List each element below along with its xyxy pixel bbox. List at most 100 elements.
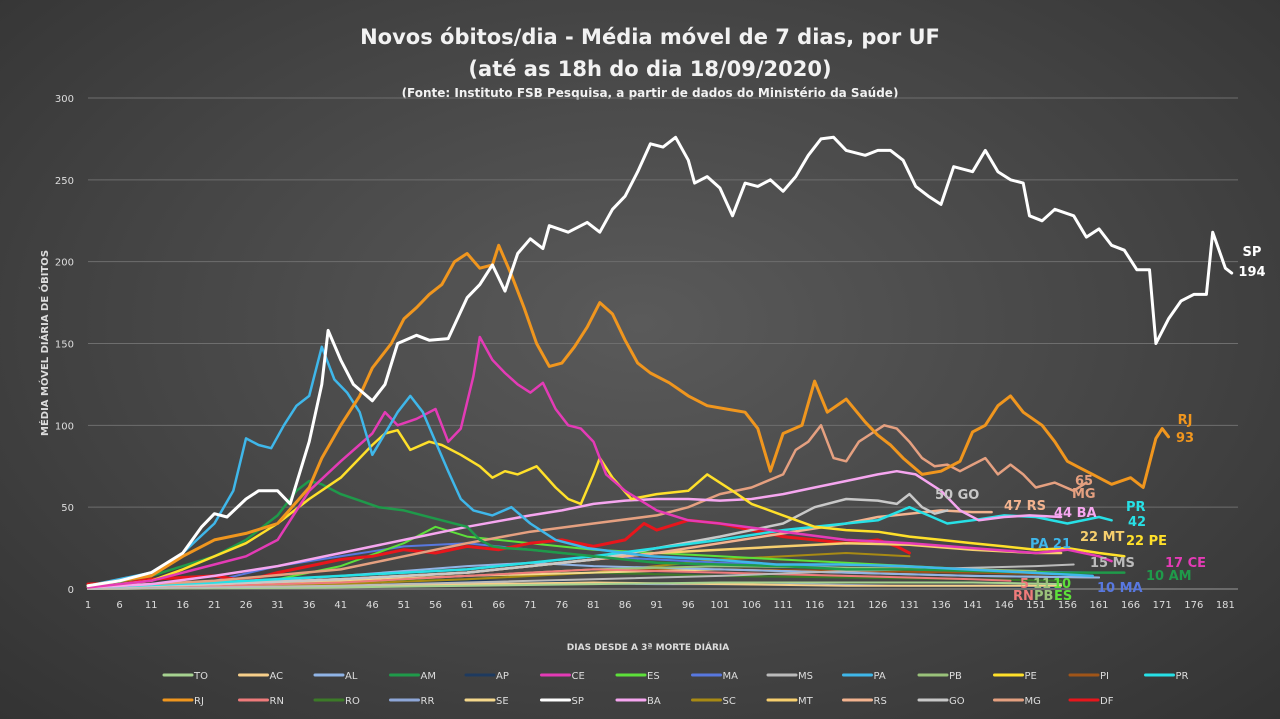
series-line-rj: [86, 243, 1170, 588]
x-tick-label: 121: [837, 600, 856, 611]
legend-label: AL: [345, 671, 358, 682]
series-line-sp: [86, 135, 1234, 588]
series-line-ms: [87, 563, 1075, 590]
x-tick-label: 131: [900, 600, 919, 611]
y-axis-ticks: 0 50 100 150 200 250 300: [55, 94, 74, 596]
end-label-sp: 194: [1238, 265, 1265, 280]
x-tick-label: 111: [774, 600, 793, 611]
end-label-sp: SP: [1243, 245, 1262, 260]
end-label-mt: 22 MT: [1080, 530, 1125, 545]
x-tick-label: 46: [366, 600, 379, 611]
end-label-pb: 11: [1033, 577, 1051, 592]
end-label-ma: 10 MA: [1097, 581, 1143, 596]
x-tick-label: 26: [240, 600, 253, 611]
end-label-ce: 17 CE: [1165, 556, 1206, 571]
legend-label: PA: [874, 671, 886, 682]
end-label-mg: 65: [1075, 474, 1093, 489]
x-tick-label: 176: [1184, 600, 1203, 611]
legend-label: SE: [496, 696, 509, 707]
legend-label: RN: [270, 696, 284, 707]
legend-label: CE: [572, 671, 585, 682]
legend-label: AC: [270, 671, 284, 682]
legend-label: PI: [1100, 671, 1109, 682]
legend-label: AM: [421, 671, 436, 682]
x-tick-label: 96: [682, 600, 695, 611]
series-line-mg: [86, 424, 1088, 589]
x-tick-label: 31: [271, 600, 284, 611]
series-line-pr: [86, 505, 1113, 589]
end-label-pr: 42: [1128, 515, 1146, 530]
chart-title: Novos óbitos/dia - Média móvel de 7 dias…: [360, 25, 940, 49]
legend-label: SP: [572, 696, 584, 707]
end-label-pb: PB: [1034, 589, 1053, 604]
legend-label: SC: [723, 696, 736, 707]
end-label-rn: 5: [1020, 577, 1029, 592]
legend-label: DF: [1100, 696, 1114, 707]
x-tick-label: 151: [1026, 600, 1045, 611]
x-tick-label: 11: [145, 600, 158, 611]
x-tick-label: 6: [116, 600, 122, 611]
x-tick-label: 36: [303, 600, 316, 611]
legend-label: PR: [1176, 671, 1189, 682]
series-line-rn: [87, 568, 1012, 590]
y-tick-label: 50: [61, 503, 74, 514]
legend-label: RO: [345, 696, 360, 707]
x-tick-label: 56: [429, 600, 442, 611]
x-tick-label: 81: [587, 600, 600, 611]
end-label-ms: 15 MS: [1090, 556, 1135, 571]
x-tick-label: 91: [650, 600, 663, 611]
series-lines: [86, 135, 1234, 590]
legend-label: MA: [723, 671, 739, 682]
x-tick-label: 161: [1089, 600, 1108, 611]
series-line-ba: [86, 469, 1063, 589]
y-tick-label: 200: [55, 258, 74, 269]
end-label-rj: 93: [1176, 431, 1194, 446]
x-tick-label: 116: [805, 600, 824, 611]
chart-source: (Fonte: Instituto FSB Pesquisa, a partir…: [402, 86, 899, 100]
legend-label: MT: [798, 696, 814, 707]
legend-label: GO: [949, 696, 965, 707]
y-tick-label: 150: [55, 340, 74, 351]
end-label-es: 10: [1053, 577, 1071, 592]
end-label-rn: RN: [1013, 589, 1034, 604]
end-label-go: 50 GO: [935, 488, 979, 503]
x-tick-label: 21: [208, 600, 221, 611]
end-label-am: 10 AM: [1146, 569, 1192, 584]
x-tick-label: 126: [868, 600, 887, 611]
x-tick-label: 166: [1121, 600, 1140, 611]
legend-label: BA: [647, 696, 661, 707]
y-tick-label: 0: [68, 585, 74, 596]
x-tick-label: 106: [742, 600, 761, 611]
legend-label: RR: [421, 696, 435, 707]
y-tick-label: 300: [55, 94, 74, 105]
x-tick-label: 181: [1216, 600, 1235, 611]
legend-label: RJ: [194, 696, 204, 707]
end-label-pr: PR: [1126, 500, 1146, 515]
legend-label: ES: [647, 671, 660, 682]
y-tick-label: 100: [55, 421, 74, 432]
x-tick-label: 71: [524, 600, 537, 611]
end-label-es: ES: [1054, 589, 1072, 604]
y-axis-label: MÉDIA MÓVEL DIÁRIA DE ÓBITOS: [38, 250, 51, 436]
x-tick-label: 101: [710, 600, 729, 611]
legend: TO AC AL AM AP CE ES MA MS PA PB PE PI PR RJ RN RO RR SE SP…: [162, 671, 1189, 707]
x-tick-label: 66: [492, 600, 505, 611]
end-label-ba: 44 BA: [1054, 506, 1097, 521]
x-tick-label: 76: [556, 600, 569, 611]
x-tick-label: 136: [931, 600, 950, 611]
legend-label: PE: [1025, 671, 1037, 682]
chart-subtitle: (até as 18h do dia 18/09/2020): [468, 57, 831, 81]
x-tick-label: 86: [619, 600, 632, 611]
legend-label: PB: [949, 671, 962, 682]
x-tick-label: 61: [461, 600, 474, 611]
x-tick-label: 146: [995, 600, 1014, 611]
x-axis-label: DIAS DESDE A 3ª MORTE DIÁRIA: [567, 641, 729, 653]
legend-label: AP: [496, 671, 509, 682]
x-tick-label: 41: [334, 600, 347, 611]
end-label-rs: 47 RS: [1004, 499, 1046, 514]
grid-lines: [88, 97, 1238, 590]
legend-label: TO: [193, 671, 208, 682]
end-label-pa21: PA 21: [1030, 537, 1071, 552]
